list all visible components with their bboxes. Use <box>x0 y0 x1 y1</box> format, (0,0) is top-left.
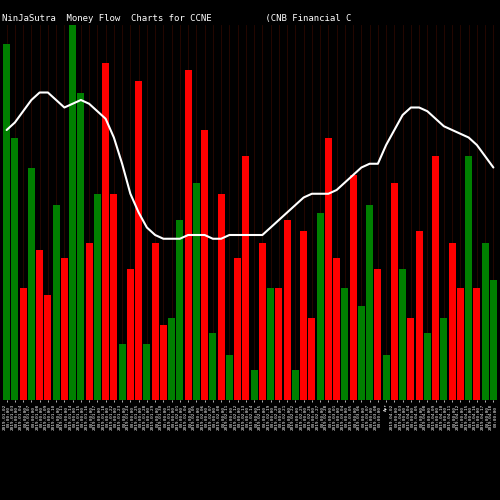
Bar <box>69 25 76 400</box>
Bar <box>160 325 167 400</box>
Bar <box>52 205 60 400</box>
Bar <box>218 194 224 400</box>
Bar <box>226 355 233 400</box>
Bar <box>242 156 250 400</box>
Bar <box>127 269 134 400</box>
Bar <box>118 344 126 400</box>
Bar <box>168 318 175 400</box>
Bar <box>36 250 43 400</box>
Bar <box>86 242 92 400</box>
Bar <box>292 370 299 400</box>
Bar <box>250 370 258 400</box>
Bar <box>284 220 290 400</box>
Bar <box>102 62 109 400</box>
Bar <box>432 156 439 400</box>
Bar <box>110 194 117 400</box>
Bar <box>342 288 348 400</box>
Bar <box>193 182 200 400</box>
Bar <box>210 332 216 400</box>
Bar <box>20 288 26 400</box>
Bar <box>61 258 68 400</box>
Bar <box>152 242 158 400</box>
Bar <box>465 156 472 400</box>
Bar <box>316 212 324 400</box>
Bar <box>176 220 184 400</box>
Bar <box>267 288 274 400</box>
Bar <box>300 231 307 400</box>
Bar <box>276 288 282 400</box>
Bar <box>234 258 241 400</box>
Bar <box>3 44 10 400</box>
Bar <box>308 318 316 400</box>
Bar <box>333 258 340 400</box>
Bar <box>358 306 365 400</box>
Bar <box>482 242 488 400</box>
Bar <box>366 205 373 400</box>
Bar <box>144 344 150 400</box>
Bar <box>448 242 456 400</box>
Bar <box>135 81 142 400</box>
Bar <box>457 288 464 400</box>
Bar <box>399 269 406 400</box>
Bar <box>416 231 422 400</box>
Bar <box>259 242 266 400</box>
Bar <box>424 332 431 400</box>
Bar <box>490 280 497 400</box>
Bar <box>325 138 332 400</box>
Bar <box>391 182 398 400</box>
Bar <box>28 168 35 400</box>
Bar <box>12 138 18 400</box>
Bar <box>474 288 480 400</box>
Bar <box>350 175 356 400</box>
Bar <box>94 194 101 400</box>
Bar <box>184 70 192 400</box>
Bar <box>374 269 382 400</box>
Bar <box>440 318 448 400</box>
Bar <box>408 318 414 400</box>
Bar <box>78 92 84 400</box>
Bar <box>201 130 208 400</box>
Bar <box>44 295 52 400</box>
Bar <box>382 355 390 400</box>
Text: NinJaSutra  Money Flow  Charts for CCNE          (CNB Financial C: NinJaSutra Money Flow Charts for CCNE (C… <box>2 14 352 23</box>
